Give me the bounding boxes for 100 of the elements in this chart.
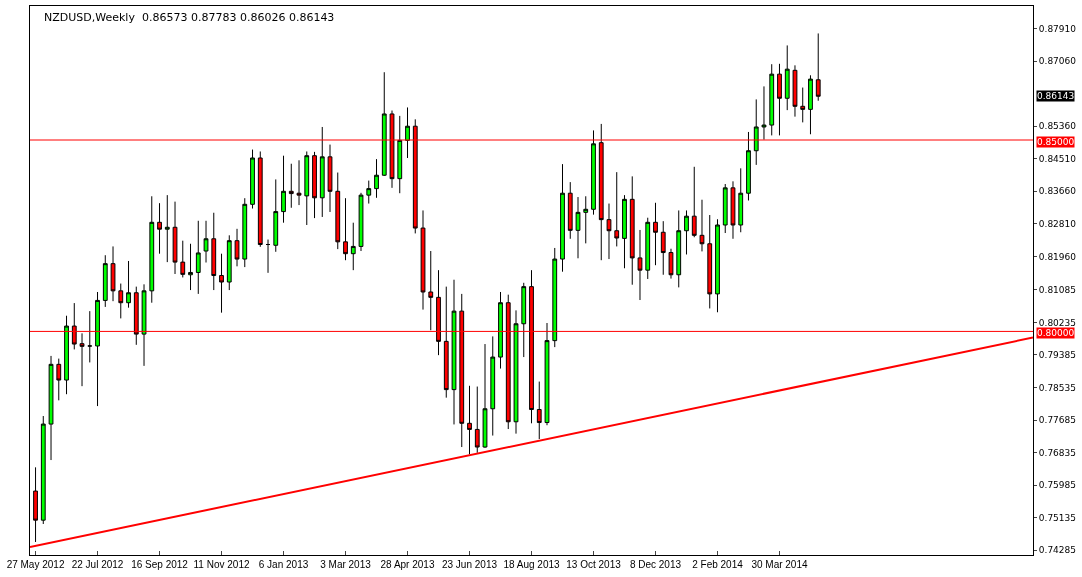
- candlestick: [350, 222, 356, 271]
- candlestick: [676, 209, 682, 288]
- candlestick: [451, 279, 457, 425]
- candlestick: [234, 228, 240, 267]
- candlestick: [777, 63, 782, 136]
- candlestick: [660, 220, 666, 276]
- candlestick: [226, 234, 232, 291]
- candlestick: [288, 163, 294, 209]
- candlestick: [420, 209, 426, 311]
- candlestick: [722, 183, 728, 234]
- y-tick-label: 0.79385: [1038, 350, 1077, 361]
- candlestick: [792, 64, 798, 118]
- candlestick: [257, 150, 263, 248]
- candlestick: [769, 63, 775, 136]
- candlestick: [195, 220, 201, 295]
- candlestick: [64, 315, 69, 395]
- candlestick: [327, 144, 333, 213]
- y-tick-label: 0.74285: [1038, 545, 1077, 556]
- candlestick: [691, 166, 697, 238]
- x-tick-label: 22 Jul 2012: [71, 559, 124, 570]
- candlestick: [715, 218, 720, 313]
- candlestick: [482, 343, 488, 449]
- candlestick: [629, 175, 635, 286]
- candlestick: [707, 214, 713, 309]
- y-tick-label: 0.75135: [1038, 512, 1077, 523]
- x-tick-label: 6 Jan 2013: [258, 559, 309, 570]
- x-tick-label: 11 Nov 2012: [193, 559, 250, 570]
- candlestick: [490, 335, 496, 437]
- candlestick: [746, 131, 751, 201]
- candlestick: [335, 172, 341, 250]
- y-tick-label: 0.84510: [1038, 153, 1077, 164]
- candlestick: [622, 194, 627, 269]
- y-tick-label: 0.85360: [1038, 121, 1077, 132]
- y-tick-label: 0.81960: [1038, 251, 1077, 262]
- candlestick: [753, 98, 759, 166]
- candlestick: [296, 159, 302, 206]
- candlestick: [606, 203, 612, 260]
- text: 0.86143: [1037, 91, 1075, 101]
- candlestick: [374, 158, 379, 199]
- candlestick: [513, 309, 519, 435]
- candlestick: [761, 85, 767, 141]
- candlestick: [157, 202, 162, 255]
- candlestick: [281, 155, 286, 224]
- y-tick-label: 0.87060: [1038, 56, 1077, 67]
- candlestick: [358, 192, 364, 252]
- candlestick: [180, 240, 186, 278]
- candlestick: [467, 385, 472, 455]
- candlestick: [800, 87, 806, 123]
- candlestick: [591, 129, 596, 216]
- candlestick: [250, 149, 255, 210]
- x-tick-label: 23 Jun 2013: [441, 559, 498, 570]
- y-tick-label: 0.75985: [1038, 480, 1077, 491]
- candlestick: [575, 196, 581, 259]
- candlestick: [668, 248, 674, 280]
- candlestick: [405, 106, 410, 159]
- candlestick: [304, 150, 310, 226]
- candlestick: [536, 381, 542, 440]
- candlestick: [498, 291, 503, 370]
- candlestick: [645, 217, 651, 280]
- candlestick: [381, 71, 387, 177]
- candlestick: [521, 282, 527, 358]
- candlestick: [211, 212, 217, 291]
- candlestick: [56, 358, 62, 401]
- candlestick: [784, 44, 790, 111]
- candlestick: [397, 115, 403, 194]
- x-tick-label: 27 May 2012: [6, 559, 65, 570]
- x-tick-label: 8 Dec 2013: [629, 559, 682, 570]
- candlestick: [273, 178, 279, 253]
- x-tick-label: 3 Mar 2013: [320, 559, 372, 570]
- candlestick: [126, 260, 131, 309]
- candlestick: [815, 32, 821, 102]
- candlestick: [48, 355, 54, 461]
- candlestick: [188, 243, 193, 291]
- candlestick: [110, 245, 116, 302]
- candlestick: [699, 199, 705, 252]
- candlestick: [366, 180, 372, 205]
- candlestick: [102, 254, 108, 308]
- y-tick-label: 0.82810: [1038, 218, 1077, 229]
- candlestick: [544, 322, 550, 426]
- candlestick: [583, 195, 589, 244]
- candlestick: [653, 202, 658, 266]
- y-tick-label: 0.87910: [1038, 23, 1077, 34]
- y-tick-label: 0.77685: [1038, 415, 1077, 426]
- candlestick: [118, 283, 124, 319]
- candlestick: [203, 220, 209, 264]
- candlestick: [87, 310, 93, 363]
- y-tick-label: 0.80235: [1038, 317, 1077, 328]
- candlestick: [95, 291, 100, 407]
- candlestick: [172, 201, 178, 275]
- ref-line-label: 0.80000: [1037, 328, 1075, 338]
- candlestick: [637, 229, 643, 301]
- candlestick: [164, 194, 170, 263]
- candlestick: [552, 247, 558, 348]
- y-tick-label: 0.83660: [1038, 186, 1077, 197]
- candlestick: [560, 163, 565, 273]
- candlestick: [730, 180, 736, 240]
- candlestick: [808, 74, 813, 135]
- candlestick: [149, 195, 155, 304]
- x-tick-label: 2 Feb 2014: [692, 559, 744, 570]
- candlestick: [141, 283, 147, 367]
